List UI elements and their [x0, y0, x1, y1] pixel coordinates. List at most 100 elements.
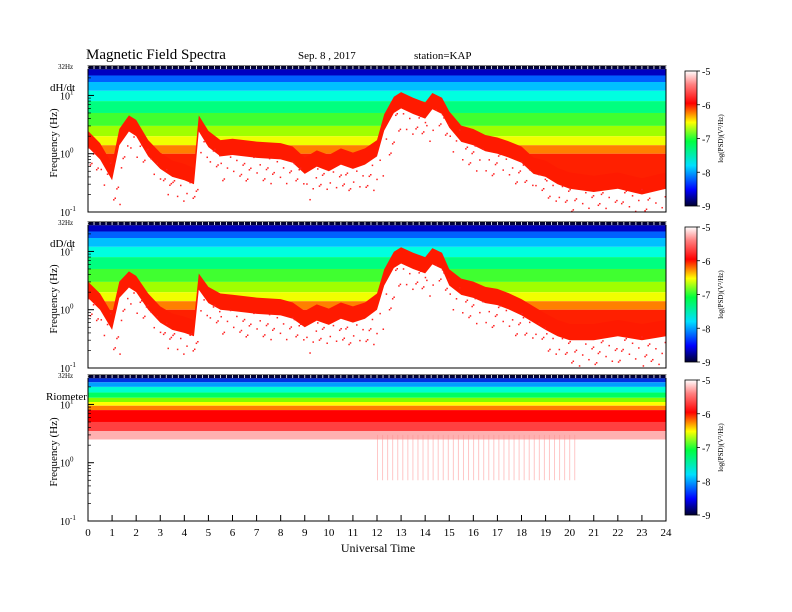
streak [543, 434, 545, 481]
speckle [97, 167, 99, 169]
speckle [594, 363, 596, 366]
panels: dH/dt 32Hz 101 100 10-1 Frequency (Hz) -5 -6 -7 -… [46, 63, 725, 528]
speckle [625, 190, 628, 192]
streak [457, 434, 459, 481]
y-top-label: 32Hz [58, 63, 73, 71]
y-tick-label: 101 [60, 244, 74, 258]
spectral-band [88, 75, 666, 83]
speckle [240, 173, 243, 176]
speckle [455, 298, 458, 300]
speckle [217, 164, 219, 166]
spectral-band [88, 281, 666, 293]
speckle [373, 189, 375, 192]
x-tick-label: 0 [85, 527, 91, 539]
speckle [466, 299, 469, 302]
speckle [482, 300, 484, 303]
speckle [239, 175, 241, 177]
speckle [496, 162, 498, 164]
colorbar-tick-label: -8 [702, 168, 710, 179]
streak [554, 434, 556, 481]
speckle [346, 326, 349, 329]
speckle [631, 195, 634, 197]
streak [498, 434, 500, 481]
speckle [166, 168, 168, 171]
spectral-band [88, 231, 666, 239]
speckle [462, 159, 464, 161]
speckle [581, 202, 584, 205]
streak [569, 434, 571, 481]
speckle [549, 195, 551, 198]
speckle [259, 320, 261, 322]
speckle [624, 191, 626, 194]
speckle [245, 180, 248, 182]
speckle [421, 287, 424, 290]
speckle [379, 159, 381, 162]
speckle [167, 347, 169, 350]
x-tick-label: 4 [182, 527, 188, 539]
speckle [264, 334, 266, 336]
speckle [469, 315, 472, 317]
speckle [326, 342, 328, 345]
speckle [494, 315, 497, 318]
speckle [290, 170, 293, 172]
speckle [574, 199, 576, 202]
speckle [616, 199, 618, 202]
speckle [388, 308, 391, 311]
speckle [661, 206, 663, 209]
speckle [176, 348, 179, 351]
speckle [597, 204, 600, 207]
figure-title: Magnetic Field Spectra [86, 47, 226, 63]
speckle [329, 335, 332, 338]
speckle [290, 326, 293, 328]
panel-label: Riometer [46, 391, 87, 403]
speckle [541, 189, 543, 192]
speckle [359, 186, 361, 188]
speckle [528, 321, 531, 324]
speckle [388, 153, 391, 156]
speckle [452, 151, 455, 153]
x-tick-label: 23 [636, 527, 648, 539]
speckle [259, 164, 261, 166]
speckle [617, 361, 620, 363]
speckle [567, 342, 570, 345]
speckle [240, 329, 243, 332]
colorbar-tick-label: -6 [702, 257, 710, 268]
y-axis-label: Frequency (Hz) [48, 417, 60, 487]
speckle [569, 188, 571, 191]
speckle [120, 167, 123, 169]
speckle [97, 318, 99, 320]
speckle [438, 124, 441, 127]
streak [407, 434, 409, 481]
speckle [648, 197, 651, 200]
speckle [100, 319, 103, 321]
speckle [298, 324, 300, 327]
speckle [471, 305, 473, 308]
speckle [547, 197, 550, 199]
speckle [644, 355, 646, 358]
spectral-band [88, 257, 666, 269]
speckle [206, 314, 208, 317]
speckle [264, 178, 266, 180]
speckle [393, 296, 395, 298]
x-tick-label: 14 [420, 527, 432, 539]
speckle [95, 168, 98, 171]
speckle [92, 304, 95, 306]
speckle [276, 316, 279, 319]
streak [397, 434, 399, 481]
speckle [488, 310, 491, 313]
streak [412, 434, 414, 481]
speckle [505, 309, 508, 312]
speckle [655, 202, 657, 204]
speckle [581, 354, 584, 356]
speckle [429, 140, 431, 143]
speckle [100, 168, 103, 171]
speckle [256, 328, 258, 330]
speckle [197, 188, 199, 191]
speckle [203, 299, 205, 301]
speckle [552, 184, 554, 187]
speckle [349, 188, 352, 190]
speckle [179, 184, 182, 187]
streak [468, 434, 470, 481]
speckle [574, 351, 576, 353]
speckle [320, 337, 322, 340]
